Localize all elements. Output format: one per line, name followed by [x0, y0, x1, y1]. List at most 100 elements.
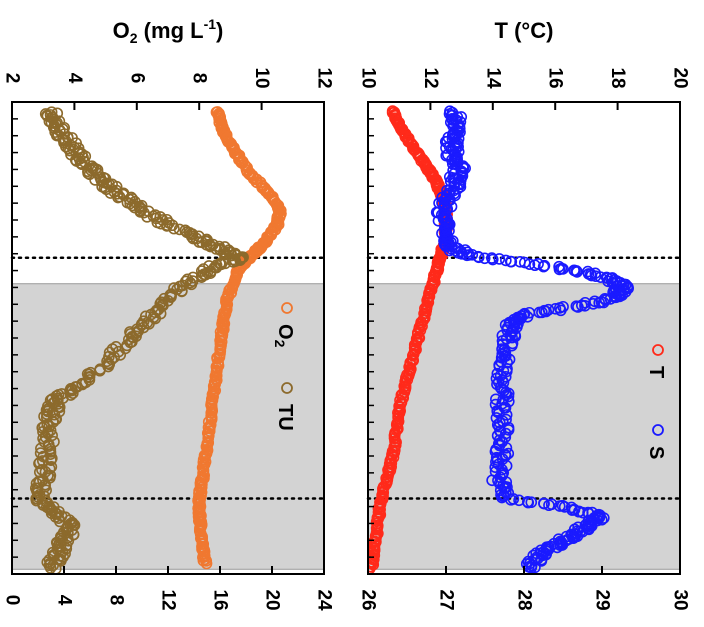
tick-label: 20 — [262, 589, 283, 610]
axis-title: O2 (mg L-1) — [113, 16, 224, 46]
legend-marker — [281, 382, 293, 394]
data-point — [589, 270, 602, 282]
event-lines — [10, 256, 326, 500]
legend-marker — [652, 424, 664, 436]
data-point — [540, 305, 552, 318]
data-point — [493, 253, 506, 265]
tick-label: 12 — [314, 67, 335, 88]
data-point — [571, 266, 583, 278]
data-points — [30, 106, 287, 574]
data-point — [161, 220, 173, 232]
axis-ticks: 2 4 6 8 10 120 4 8 12 16 20 24 — [2, 67, 335, 611]
tick-label: 8 — [106, 595, 127, 606]
data-point — [200, 557, 213, 570]
data-point — [154, 217, 167, 230]
legend-label: T — [645, 366, 667, 378]
tick-label: 14 — [482, 67, 503, 89]
data-point — [111, 187, 124, 200]
data-point — [491, 418, 504, 431]
data-point — [135, 199, 148, 212]
data-point — [570, 300, 583, 312]
data-point — [507, 493, 520, 505]
data-point — [45, 454, 57, 466]
tick-label: 28 — [514, 589, 535, 610]
tick-label: 16 — [210, 589, 231, 610]
data-point — [593, 296, 605, 309]
tick-label: 12 — [420, 67, 441, 88]
tick-label: 29 — [592, 589, 613, 610]
tick-label: 8 — [189, 73, 210, 84]
data-point — [220, 129, 233, 141]
data-point — [449, 244, 462, 257]
data-point — [112, 191, 124, 204]
data-point — [31, 486, 44, 499]
data-point — [205, 413, 218, 426]
axis-title: T (°C) — [495, 18, 554, 43]
legend-label: S — [645, 446, 667, 459]
tick-label: 24 — [314, 589, 335, 611]
data-point — [74, 157, 87, 169]
tick-label: 26 — [358, 589, 379, 610]
data-point — [505, 255, 518, 268]
legend: O2 TU — [272, 302, 296, 431]
axis-ticks: 10 12 14 16 18 20 26 27 28 29 30 — [358, 67, 691, 610]
data-point — [538, 497, 550, 510]
tick-label: 6 — [126, 73, 147, 84]
tick-label: 0 — [2, 595, 23, 606]
data-point — [89, 174, 101, 186]
data-point — [33, 457, 45, 470]
data-points — [368, 105, 634, 574]
data-point — [173, 223, 186, 236]
data-point — [486, 474, 498, 487]
data-point — [554, 304, 567, 317]
data-point — [500, 254, 512, 267]
data-point — [557, 263, 569, 275]
data-point — [522, 496, 535, 509]
legend-marker — [281, 302, 293, 314]
data-point — [67, 387, 79, 399]
tick-label: 10 — [358, 67, 379, 88]
data-point — [49, 413, 62, 426]
data-point — [432, 215, 445, 227]
tick-label: 16 — [545, 67, 566, 88]
data-point — [185, 278, 198, 291]
tick-label: 18 — [607, 67, 628, 88]
data-point — [60, 140, 72, 153]
data-point — [525, 561, 538, 574]
data-point — [587, 298, 600, 310]
tick-label: 10 — [251, 67, 272, 88]
legend-label: TU — [274, 404, 296, 431]
data-point — [175, 285, 188, 298]
tick-label: 20 — [670, 67, 691, 88]
data-point — [499, 319, 512, 331]
data-point — [567, 532, 580, 544]
data-point — [529, 561, 541, 574]
legend: TS — [645, 344, 667, 459]
data-point — [489, 461, 501, 473]
tick-label: 27 — [436, 589, 457, 610]
data-point — [595, 513, 608, 526]
legend-marker — [652, 344, 664, 356]
data-point — [102, 357, 115, 370]
data-point — [543, 499, 555, 512]
data-point — [44, 562, 57, 574]
data-point — [165, 291, 177, 303]
legend-label: O2 — [272, 324, 296, 348]
data-point — [579, 299, 591, 312]
data-point — [202, 432, 215, 445]
data-point — [478, 252, 491, 265]
data-point — [62, 142, 75, 155]
tick-label: 4 — [54, 595, 75, 606]
data-point — [466, 249, 479, 261]
data-point — [168, 222, 180, 235]
data-point — [234, 254, 246, 266]
tick-label: 2 — [2, 73, 23, 84]
tick-label: 12 — [158, 589, 179, 610]
tick-label: 4 — [64, 73, 85, 84]
data-point — [535, 555, 548, 567]
data-point — [368, 560, 377, 573]
data-point — [472, 251, 485, 264]
